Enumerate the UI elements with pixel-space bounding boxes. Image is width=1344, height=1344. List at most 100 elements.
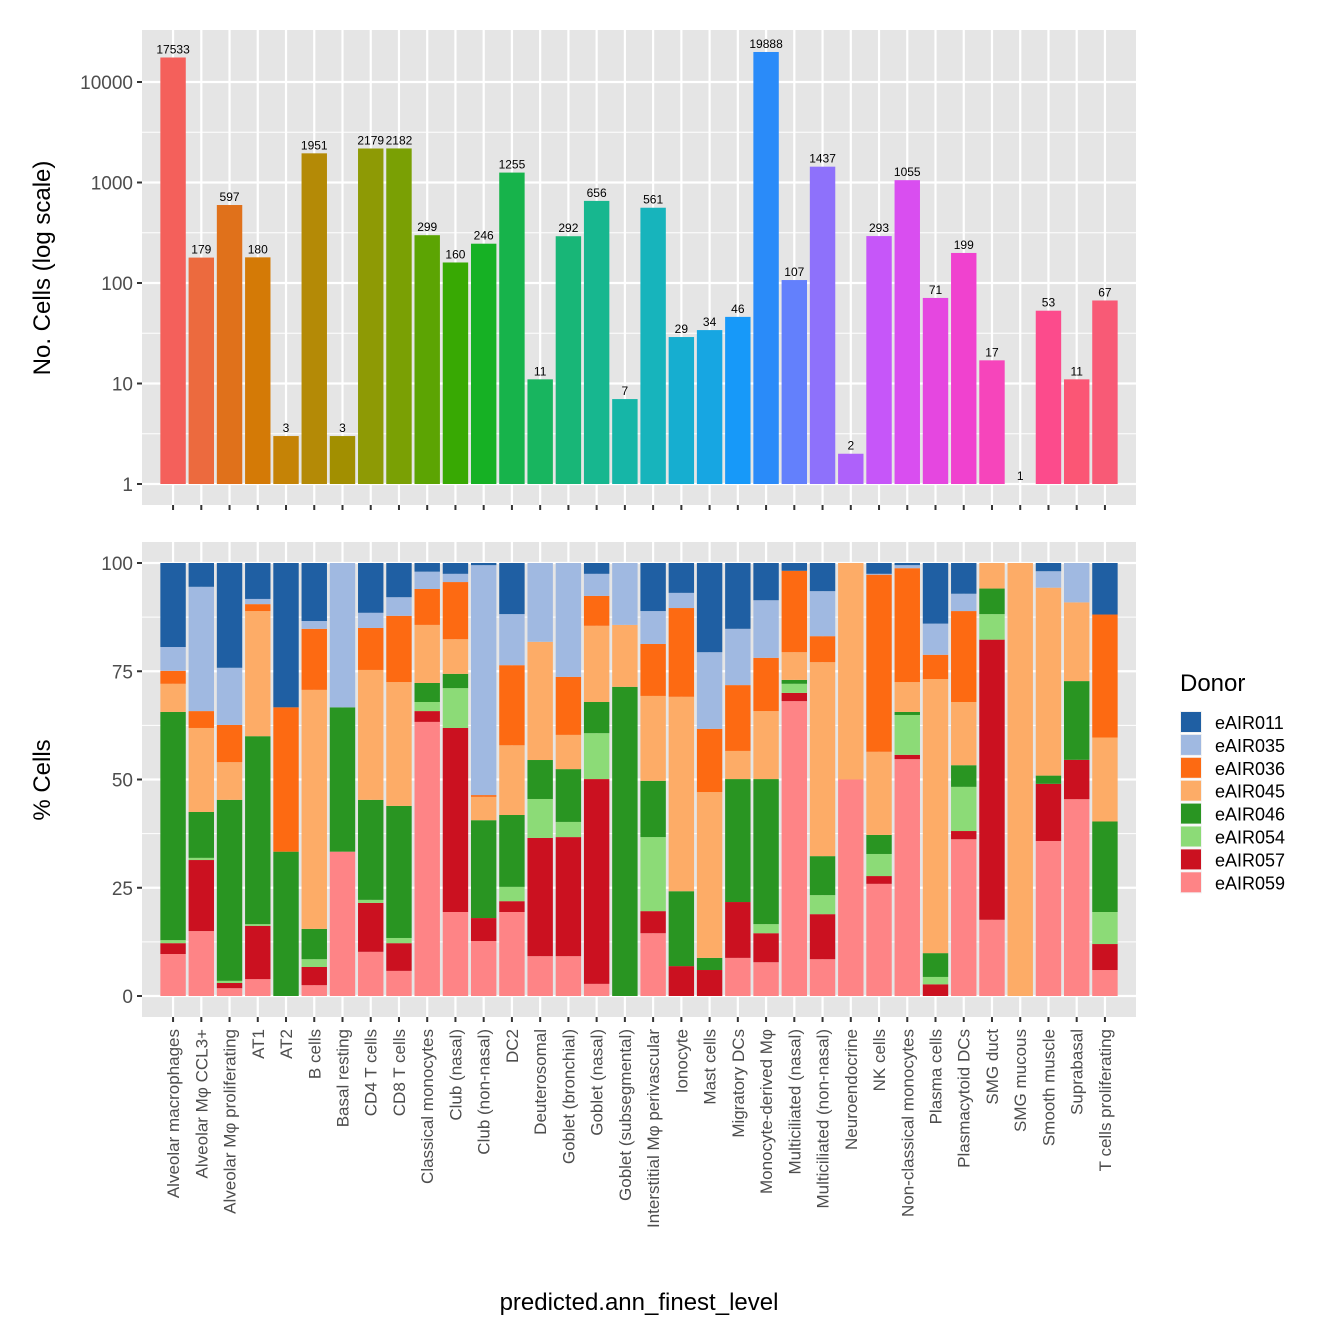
stacked-segment-eair059 — [979, 919, 1005, 996]
stacked-segment-eair045 — [725, 750, 751, 780]
count-bar-label: 19888 — [749, 37, 783, 51]
stacked-segment-eair045 — [866, 751, 892, 835]
legend-label: eAIR035 — [1215, 736, 1285, 756]
stacked-segment-eair045 — [301, 689, 327, 929]
x-tick-label: Basal resting — [333, 1029, 352, 1127]
stacked-segment-eair057 — [188, 860, 215, 932]
legend-swatch-eair011 — [1181, 712, 1201, 732]
legend-label: eAIR046 — [1215, 805, 1285, 825]
stacked-segment-eair011 — [809, 563, 836, 592]
stacked-segment-eair045 — [668, 696, 695, 892]
bottom-panel: 0 25 50 75 100 — [101, 542, 1136, 1022]
count-bar — [612, 399, 638, 484]
stacked-segment-eair059 — [442, 911, 469, 996]
legend-label: eAIR011 — [1215, 713, 1284, 733]
count-bar — [1035, 310, 1062, 484]
stacked-segment-eair046 — [866, 834, 892, 854]
count-bar — [668, 337, 695, 484]
stacked-segment-eair046 — [386, 805, 412, 938]
stacked-segment-eair054 — [216, 980, 243, 984]
stacked-segment-eair011 — [1092, 563, 1118, 615]
stacked-segment-eair059 — [527, 956, 553, 996]
stacked-segment-eair045 — [696, 792, 723, 958]
stacked-segment-eair045 — [922, 679, 949, 954]
stacked-segment-eair035 — [527, 563, 553, 642]
count-bar-label: 2179 — [357, 134, 384, 148]
legend-label: eAIR054 — [1215, 828, 1285, 848]
stacked-segment-eair036 — [470, 795, 497, 797]
stacked-segment-eair011 — [951, 563, 977, 594]
stacked-segment-eair059 — [838, 779, 864, 996]
stacked-segment-eair036 — [160, 670, 186, 684]
stacked-segment-eair057 — [725, 902, 751, 958]
count-bar — [1092, 300, 1118, 484]
stacked-segment-eair057 — [1063, 759, 1090, 800]
stacked-segment-eair011 — [640, 563, 666, 612]
stacked-segment-eair045 — [414, 624, 440, 683]
x-tick-label: Deuterosomal — [531, 1029, 550, 1135]
count-bar — [922, 297, 949, 484]
stacked-segment-eair036 — [386, 615, 412, 683]
count-bar-label: 53 — [1042, 296, 1056, 310]
stacked-segment-eair011 — [668, 563, 695, 593]
count-bar-label: 561 — [643, 193, 663, 207]
stacked-segment-eair035 — [470, 565, 497, 796]
stacked-segment-eair054 — [442, 688, 469, 728]
stacked-segment-eair054 — [583, 733, 610, 780]
stacked-segment-eair035 — [216, 667, 243, 725]
stacked-segment-eair046 — [188, 811, 215, 858]
x-tick-label: CD8 T cells — [390, 1029, 409, 1116]
stacked-segment-eair035 — [301, 621, 327, 629]
stacked-segment-eair054 — [527, 798, 553, 838]
stacked-segment-eair059 — [781, 701, 808, 996]
x-tick-label: Goblet (subsegmental) — [616, 1029, 635, 1201]
count-bar-label: 46 — [731, 302, 745, 316]
x-tick-label: Multiciliated (non-nasal) — [814, 1029, 833, 1209]
stacked-segment-eair054 — [555, 821, 582, 838]
stacked-segment-eair035 — [1063, 563, 1090, 603]
x-tick-label: Multiciliated (nasal) — [785, 1029, 804, 1175]
stacked-segment-eair054 — [160, 940, 186, 944]
count-bar-label: 656 — [587, 186, 607, 200]
stacked-segment-eair011 — [216, 563, 243, 668]
legend-label: eAIR059 — [1215, 873, 1285, 893]
count-bar-label: 67 — [1098, 285, 1112, 299]
stacked-segment-eair054 — [866, 853, 892, 877]
stacked-segment-eair046 — [273, 851, 299, 996]
stacked-segment-eair036 — [442, 582, 469, 640]
stacked-segment-eair054 — [301, 959, 327, 967]
stacked-segment-eair057 — [951, 831, 977, 840]
stacked-segment-eair046 — [753, 779, 779, 925]
stacked-segment-eair059 — [245, 979, 271, 996]
stacked-segment-eair036 — [640, 643, 666, 696]
stacked-segment-eair059 — [640, 933, 666, 996]
stacked-segment-eair011 — [583, 563, 610, 574]
stacked-segment-eair035 — [583, 573, 610, 596]
stacked-segment-eair046 — [160, 711, 186, 941]
stacked-segment-eair046 — [329, 707, 356, 852]
stacked-segment-eair036 — [668, 608, 695, 697]
x-tick-label: Goblet (bronchial) — [559, 1029, 578, 1164]
stacked-segment-eair057 — [979, 639, 1005, 920]
x-tick-label: Goblet (nasal) — [588, 1029, 607, 1136]
legend-swatch-eair054 — [1181, 826, 1201, 847]
stacked-segment-eair045 — [753, 711, 779, 780]
stacked-segment-eair035 — [188, 586, 215, 712]
legend-swatch-eair035 — [1181, 734, 1201, 755]
stacked-segment-eair045 — [216, 762, 243, 800]
stacked-segment-eair059 — [499, 911, 525, 996]
stacked-segment-eair045 — [583, 625, 610, 702]
stacked-segment-eair035 — [414, 571, 440, 589]
stacked-segment-eair057 — [527, 837, 553, 957]
stacked-segment-eair059 — [216, 988, 243, 996]
count-bar-label: 11 — [534, 364, 547, 378]
stacked-segment-eair035 — [922, 623, 949, 655]
legend-swatch-eair057 — [1181, 849, 1201, 870]
stacked-segment-eair054 — [499, 886, 525, 902]
stacked-segment-eair045 — [894, 682, 920, 712]
stacked-segment-eair046 — [922, 953, 949, 977]
legend-label: eAIR036 — [1215, 759, 1285, 779]
stacked-segment-eair036 — [555, 676, 582, 735]
stacked-segment-eair011 — [781, 563, 808, 571]
count-bar-label: 1255 — [499, 158, 526, 172]
